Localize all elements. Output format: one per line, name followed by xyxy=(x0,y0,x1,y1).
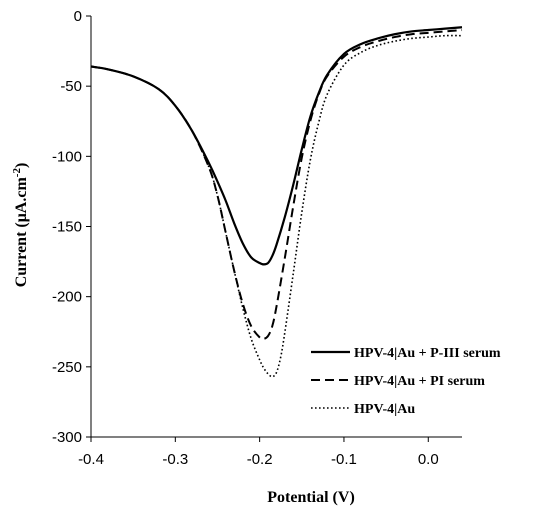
y-tick-label: 0 xyxy=(74,8,82,25)
series-line-dotted xyxy=(90,34,463,378)
series-line-dashed xyxy=(90,29,463,340)
y-axis-title: Current (μA.cm-2) xyxy=(11,163,30,288)
legend-label: HPV-4|Au xyxy=(354,402,415,417)
x-tick-label: -0.1 xyxy=(331,451,357,468)
x-tick-label: -0.3 xyxy=(162,451,188,468)
y-tick-label: -200 xyxy=(52,289,82,306)
x-axis: -0.4 -0.3 -0.2 -0.1 0.0 xyxy=(78,436,462,468)
y-axis-title-main: Current (μA.cm xyxy=(13,177,30,288)
y-tick-label: -100 xyxy=(52,148,82,165)
x-tick-label: -0.2 xyxy=(247,451,273,468)
y-tick-label: -50 xyxy=(60,78,82,95)
y-tick-label: -250 xyxy=(52,359,82,376)
y-tick-label: -300 xyxy=(52,429,82,446)
series-line-solid xyxy=(90,26,463,266)
y-axis-title-superscript: -2 xyxy=(11,168,23,178)
x-ticks: -0.4 -0.3 -0.2 -0.1 0.0 xyxy=(78,437,439,468)
series-layer xyxy=(90,26,463,378)
x-axis-title: Potential (V) xyxy=(267,489,355,506)
y-axis-title-close: ) xyxy=(13,163,30,168)
y-axis: 0 -50 -100 -150 -200 -250 -300 xyxy=(52,8,92,446)
legend-label: HPV-4|Au + PI serum xyxy=(354,374,485,389)
legend: HPV-4|Au + P-III serum HPV-4|Au + PI seru… xyxy=(311,346,501,417)
y-ticks: 0 -50 -100 -150 -200 -250 -300 xyxy=(52,8,91,446)
legend-label: HPV-4|Au + P-III serum xyxy=(354,346,501,361)
x-tick-label: 0.0 xyxy=(418,451,439,468)
y-tick-label: -150 xyxy=(52,219,82,236)
x-tick-label: -0.4 xyxy=(78,451,104,468)
